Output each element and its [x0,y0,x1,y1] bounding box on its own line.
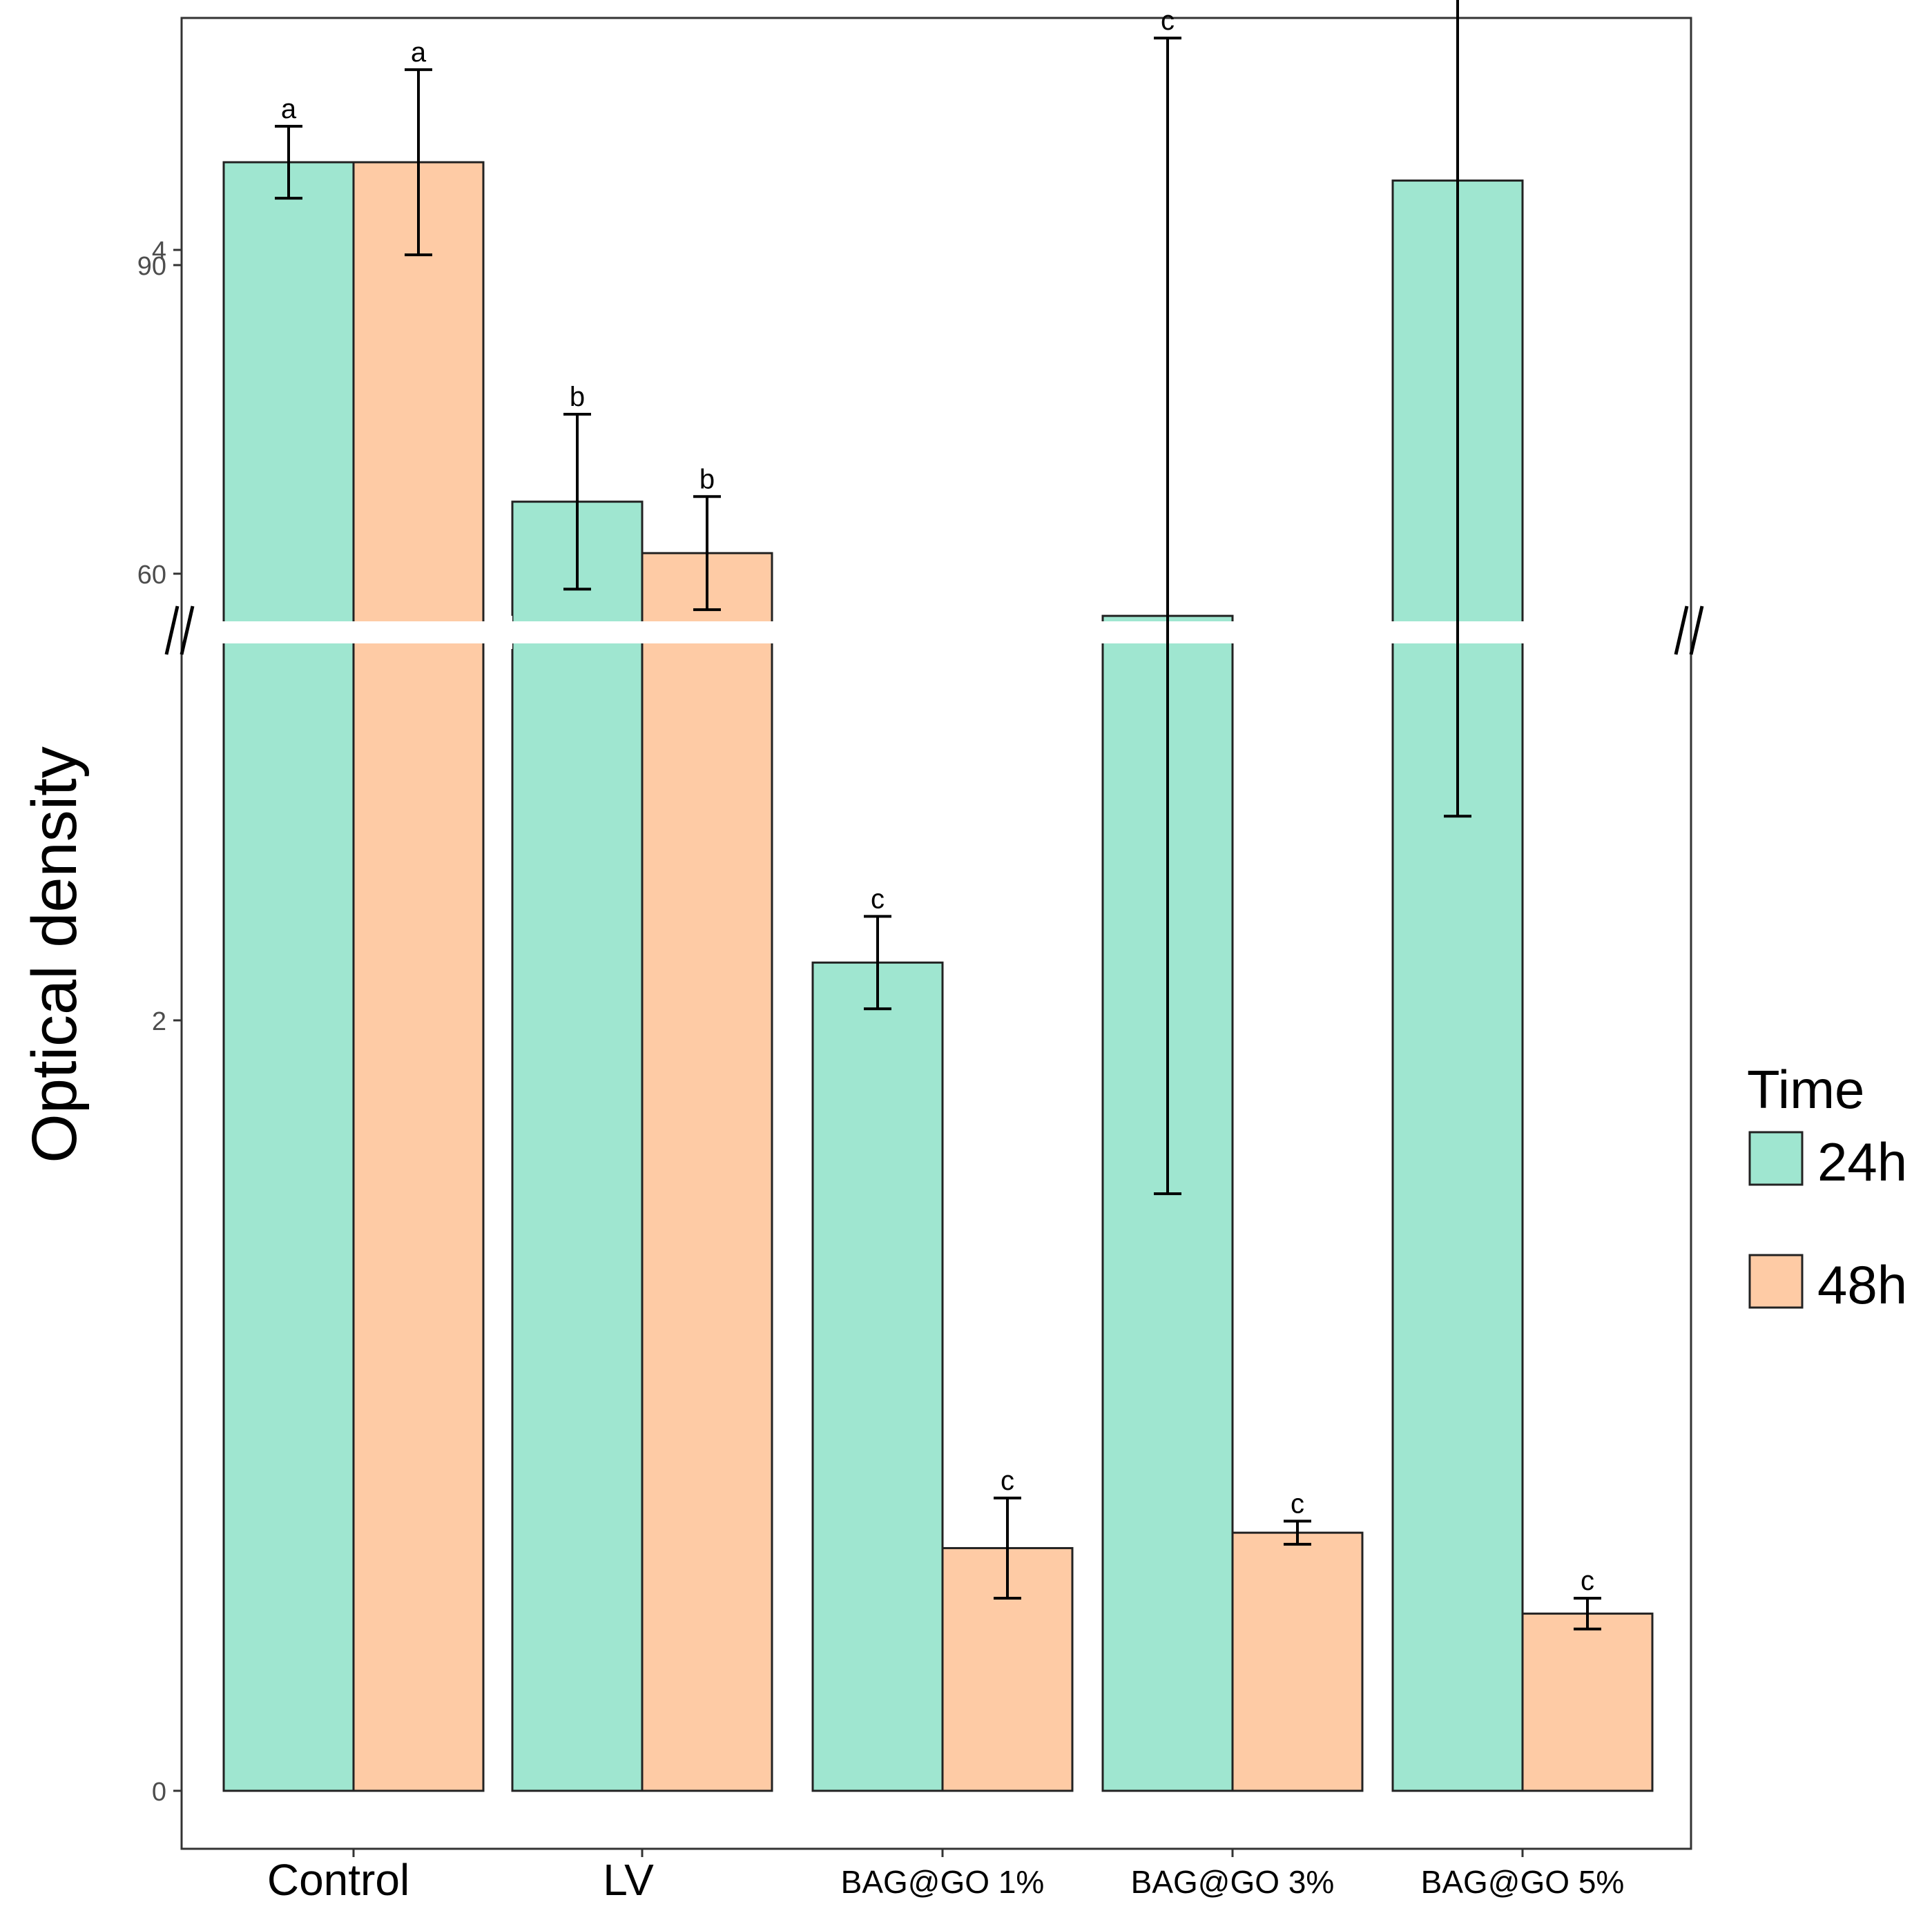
sig-label-bag-go-1-24h: c [871,884,885,914]
legend-title: Time [1747,1059,1864,1120]
sig-label-control-24h: a [281,94,297,124]
bars-layer [222,161,1654,1792]
break-mark-0-b [180,605,195,655]
sig-label-bag-go-1-48h: c [1001,1466,1014,1496]
x-tick-label-bag-go-3: BAG@GO 3% [1131,1864,1335,1900]
bar-bag-go-5-48h [1521,1612,1654,1792]
break-mark-1-b [1689,605,1704,655]
legend: Time 24h 48h [1747,1059,1907,1315]
legend-swatch-24h [1748,1131,1804,1186]
x-tick-label-control: Control [267,1855,409,1905]
sig-label-bag-go-3-48h: c [1291,1488,1304,1519]
bar-control-48h [352,161,485,1792]
bar-lv-24h [511,501,644,1792]
sig-label-lv-48h: b [699,464,715,494]
legend-label-48h: 48h [1817,1254,1907,1315]
break-mark-0-a [164,605,180,655]
x-tick-label-bag-go-1: BAG@GO 1% [841,1864,1045,1900]
x-tick-label-bag-go-5: BAG@GO 5% [1421,1864,1625,1900]
x-axis: Control LV BAG@GO 1% BAG@GO 3% BAG@GO 5% [267,1849,1624,1905]
y-tick-label-60: 60 [137,561,166,590]
break-mark-1-a [1674,605,1689,655]
error-bars: aabbcccccc [275,0,1601,1631]
y-tick-label-90: 90 [137,252,166,281]
y-tick-label-0: 0 [152,1778,166,1807]
bar-bag-go-1-24h [811,961,944,1792]
y-axis: 60 90 0 2 4 [137,237,182,1807]
sig-label-bag-go-3-24h: c [1161,6,1175,36]
sig-label-control-48h: a [411,37,427,68]
y-tick-label-2: 2 [152,1007,166,1036]
x-tick-label-lv: LV [603,1855,654,1905]
break-gap-between-groups [492,616,512,649]
y-axis-label: Optical density [19,746,90,1163]
sig-label-bag-go-5-48h: c [1581,1566,1594,1596]
y-tick-label-4: 4 [152,237,166,266]
break-gap [183,621,1690,643]
axis-break [164,605,1704,655]
legend-swatch-48h [1748,1254,1804,1309]
bar-lv-48h [641,552,773,1792]
legend-label-24h: 24h [1817,1132,1907,1192]
bar-control-24h [222,161,355,1792]
sig-label-lv-24h: b [570,382,585,412]
bar-bag-go-3-48h [1231,1531,1364,1792]
